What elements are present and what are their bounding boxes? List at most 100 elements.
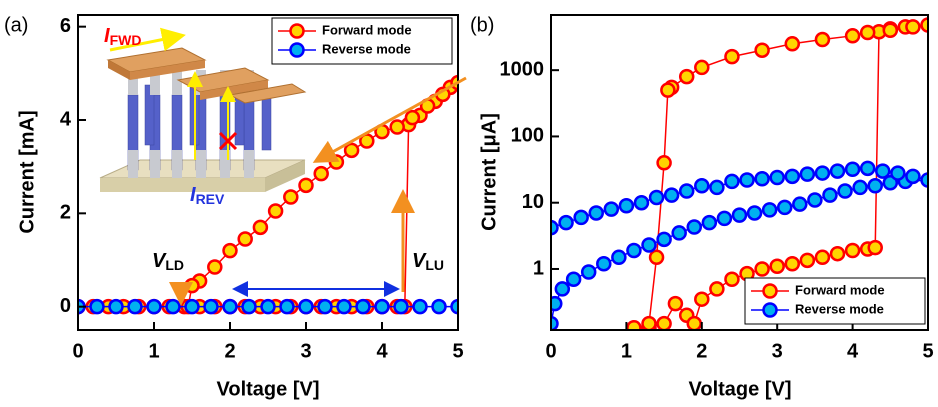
- data-point: [89, 298, 105, 315]
- device-inset: [99, 27, 307, 192]
- plot-area: [551, 17, 928, 330]
- data-point: [596, 255, 612, 272]
- data-point: [580, 264, 597, 280]
- data-point: [554, 281, 571, 297]
- data-point: [852, 179, 868, 196]
- data-point: [799, 166, 816, 182]
- panel-label: (b): [470, 14, 494, 36]
- data-point: [146, 298, 162, 315]
- data-point: [829, 163, 846, 179]
- data-point: [641, 315, 657, 330]
- data-point: [784, 36, 801, 52]
- data-point: [252, 219, 269, 236]
- legend-marker: [762, 302, 778, 318]
- data-point: [867, 178, 883, 194]
- data-point: [626, 242, 642, 259]
- y-axis-title: Current [mA]: [16, 110, 38, 233]
- data-point: [867, 239, 883, 256]
- data-point: [336, 298, 352, 315]
- data-point: [844, 242, 861, 259]
- data-point: [298, 298, 314, 315]
- y-tick-label: 100: [511, 125, 544, 147]
- data-point: [754, 42, 770, 58]
- data-point: [267, 203, 284, 219]
- data-point: [686, 315, 703, 330]
- data-point: [731, 207, 748, 223]
- data-point: [678, 68, 695, 85]
- x-tick-label: 1: [148, 340, 159, 362]
- y-tick-label: 2: [60, 202, 71, 224]
- data-point: [694, 178, 710, 194]
- data-point: [716, 210, 733, 227]
- legend-label: Forward mode: [322, 22, 412, 37]
- data-point: [761, 202, 778, 218]
- data-point: [859, 160, 876, 177]
- data-point: [920, 172, 928, 188]
- x-tick-label: 5: [452, 340, 463, 362]
- x-tick-label: 4: [847, 340, 859, 362]
- data-point: [313, 165, 329, 182]
- data-point: [108, 298, 124, 315]
- data-point: [792, 196, 808, 212]
- data-point: [724, 173, 740, 190]
- data-point: [222, 242, 238, 259]
- data-point: [837, 183, 853, 199]
- data-point: [633, 194, 650, 211]
- data-point: [799, 252, 816, 269]
- data-point: [317, 298, 333, 315]
- data-point: [844, 161, 861, 177]
- data-point: [667, 295, 684, 312]
- data-point: [905, 19, 921, 35]
- panel-label: (a): [4, 14, 28, 36]
- data-point: [663, 187, 680, 203]
- data-point: [671, 225, 687, 241]
- y-tick-label: 1: [533, 257, 544, 279]
- x-tick-label: 2: [224, 340, 235, 362]
- data-point: [260, 298, 276, 315]
- y-axis-title: Current [μA]: [478, 113, 500, 231]
- y-tick-label: 0: [60, 295, 71, 317]
- data-point: [393, 298, 409, 315]
- x-axis-title: Voltage [V]: [217, 378, 320, 400]
- x-tick-label: 0: [72, 340, 83, 362]
- data-point: [328, 154, 345, 170]
- x-tick-label: 3: [300, 340, 311, 362]
- data-point: [776, 199, 793, 216]
- legend-marker: [762, 283, 778, 299]
- x-tick-label: 4: [376, 340, 388, 362]
- data-point: [829, 245, 846, 262]
- data-point: [882, 22, 899, 39]
- data-point: [648, 249, 665, 266]
- legend: Forward mode Reverse mode: [744, 277, 926, 325]
- y-tick-label: 10: [522, 191, 544, 213]
- data-point: [807, 192, 823, 208]
- data-point: [724, 271, 740, 287]
- data-point: [754, 261, 770, 277]
- x-tick-label: 2: [696, 340, 707, 362]
- legend-label: Forward mode: [795, 282, 885, 297]
- annotation-arrows: [169, 76, 467, 306]
- data-point: [611, 249, 627, 266]
- data-point: [237, 231, 253, 247]
- data-point: [343, 142, 360, 159]
- data-point: [222, 298, 238, 315]
- legend-marker: [289, 42, 305, 58]
- data-point: [626, 319, 642, 330]
- data-point: [618, 197, 635, 214]
- data-point: [814, 31, 831, 48]
- data-point: [203, 298, 219, 315]
- data-point: [165, 298, 181, 315]
- annotation: IREV: [190, 184, 225, 206]
- data-point: [404, 109, 421, 126]
- plot-frame: [77, 14, 459, 331]
- data-point: [678, 183, 695, 199]
- data-point: [660, 82, 676, 98]
- data-point: [859, 24, 876, 41]
- data-point: [551, 219, 559, 236]
- data-point: [656, 231, 672, 248]
- y-tick-label: 6: [60, 15, 71, 37]
- legend-label: Reverse mode: [322, 41, 411, 56]
- data-point: [648, 189, 665, 206]
- data-point: [709, 281, 725, 297]
- plot-frame: [550, 14, 929, 331]
